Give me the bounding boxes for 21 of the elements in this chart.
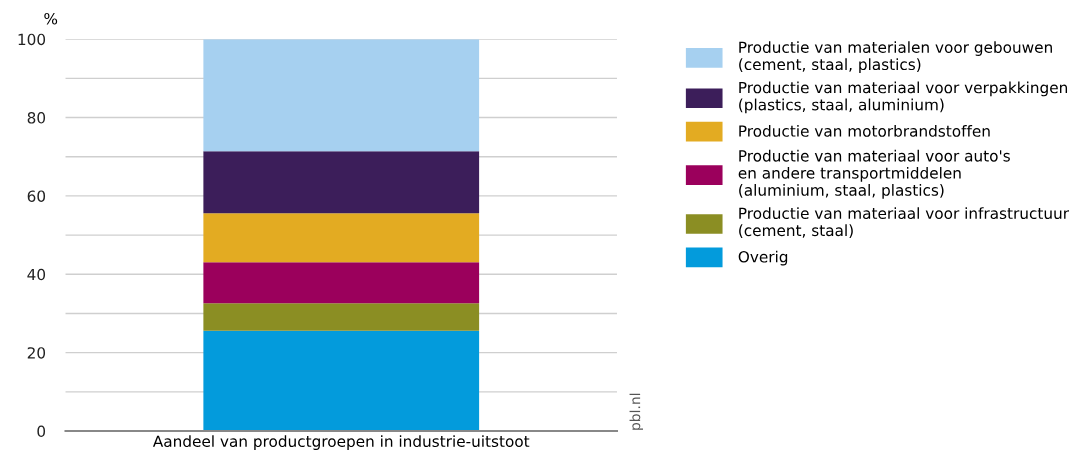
bar xyxy=(203,213,480,263)
legend-label: Productie van motorbrandstoffen xyxy=(739,124,990,137)
bar xyxy=(203,151,480,214)
y-axis-title: % xyxy=(44,12,58,25)
y-tick-label: 40 xyxy=(27,268,46,281)
bar xyxy=(203,303,480,331)
text: pbl.nl xyxy=(629,393,643,430)
bar xyxy=(203,330,480,432)
x-tick-label: Aandeel van productgroepen in industrie-uitstoot xyxy=(152,435,530,450)
y-tick-label: 0 xyxy=(37,425,46,438)
legend-label: Productie van materiaal voor auto's en andere transportmiddelen (aluminium, staal, plastics) xyxy=(738,149,1010,199)
legend-label: Productie van materiaal voor verpakkingen (plastics, staal, aluminium) xyxy=(739,81,1068,114)
y-tick-label: 20 xyxy=(27,347,46,359)
y-tick-label: 100 xyxy=(18,33,46,46)
y-tick-label: 80 xyxy=(27,112,46,124)
legend-label: Productie van materialen voor gebouwen (cement, staal, plastics) xyxy=(739,41,1052,74)
bar xyxy=(203,39,480,152)
y-tick-label: 60 xyxy=(27,190,46,202)
bar xyxy=(203,262,480,304)
legend-label: Productie van materiaal voor infrastructuur (cement, staal) xyxy=(739,207,1070,238)
legend-label: Overig xyxy=(738,250,788,266)
